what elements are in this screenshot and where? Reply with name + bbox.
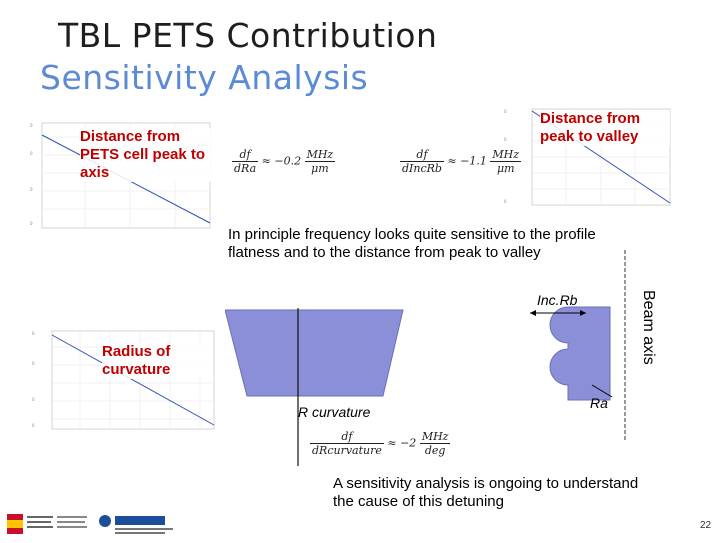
label-r-curvature: R curvature <box>298 404 371 420</box>
slide-number: 22 <box>700 520 712 531</box>
svg-text:0: 0 <box>504 137 507 142</box>
formula-drcurvature: df dRcurvature ≈ −2 MHz deg <box>310 430 451 457</box>
slide-subtitle: Sensitivity Analysis <box>40 58 369 97</box>
slide-title: TBL PETS Contribution <box>58 16 438 55</box>
svg-text:0: 0 <box>504 109 507 114</box>
label-ra: Ra <box>590 395 608 411</box>
pets-cell-profile <box>530 306 613 401</box>
spain-ministry-logo <box>5 510 90 538</box>
svg-text:0: 0 <box>504 169 507 174</box>
svg-text:0: 0 <box>32 423 35 428</box>
svg-text:0: 0 <box>32 397 35 402</box>
svg-text:0: 0 <box>30 151 33 156</box>
svg-text:0: 0 <box>504 199 507 204</box>
ciemat-logo <box>97 510 177 538</box>
beam-axis-line <box>624 250 626 440</box>
formula-dincrb: df dIncRb ≈ −1.1 MHz μm <box>400 148 522 175</box>
label-peak-valley: Distance from peak to valley <box>540 110 670 146</box>
svg-text:0: 0 <box>32 361 35 366</box>
svg-text:0: 0 <box>30 221 33 226</box>
label-inc-rb: Inc.Rb <box>537 292 578 308</box>
trapezoid-shape <box>225 308 404 466</box>
label-radius: Radius of curvature <box>102 343 212 379</box>
ongoing-text: A sensitivity analysis is ongoing to und… <box>333 475 639 510</box>
svg-text:0: 0 <box>32 331 35 336</box>
label-pets-cell: Distance from PETS cell peak to axis <box>80 128 220 182</box>
svg-text:0: 0 <box>30 123 33 128</box>
label-beam-axis: Beam axis <box>640 290 657 365</box>
svg-text:0: 0 <box>30 187 33 192</box>
formula-dra: df dRa ≈ −0.2 MHz μm <box>232 148 336 175</box>
principle-text: In principle frequency looks quite sensi… <box>228 226 596 261</box>
